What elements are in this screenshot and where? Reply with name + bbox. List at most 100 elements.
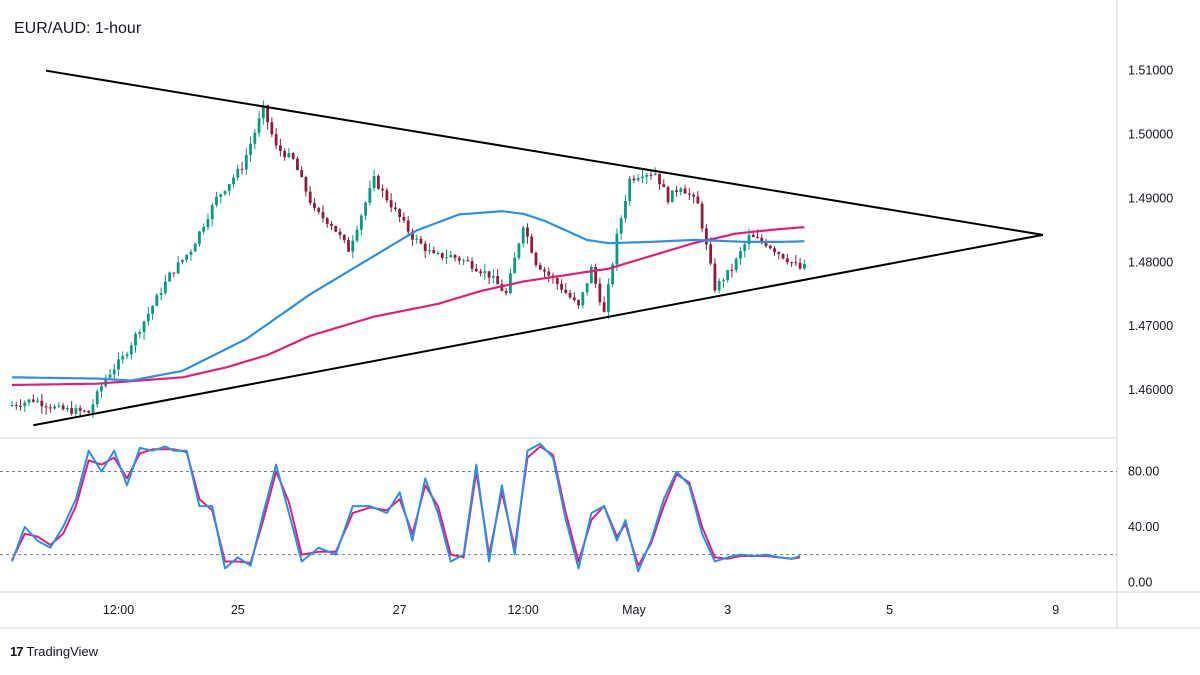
candle-body	[176, 262, 180, 274]
trendline-lower[interactable]	[33, 233, 1044, 427]
candle-body	[249, 143, 252, 156]
candle-body	[790, 262, 793, 264]
candle-body	[266, 105, 269, 123]
candle-body	[138, 332, 142, 334]
candle-body	[683, 188, 687, 194]
candle-body	[27, 399, 31, 403]
candle-body	[202, 226, 206, 232]
candle-body	[189, 251, 193, 255]
candle-body	[155, 295, 159, 307]
candle-body	[300, 170, 304, 178]
candle-body	[704, 228, 708, 245]
candle-body	[615, 233, 619, 265]
candle-body	[91, 404, 95, 413]
candle-body	[649, 174, 653, 176]
candle-body	[517, 243, 521, 258]
candle-body	[74, 408, 78, 414]
candle-body	[585, 283, 589, 293]
stochastic-k-line	[11, 442, 801, 573]
candle-body	[321, 211, 325, 219]
candle-body	[658, 173, 661, 185]
candle-body	[304, 177, 308, 192]
candle-body	[547, 271, 551, 276]
candle-body	[53, 406, 56, 409]
candle-body	[802, 263, 806, 269]
candle-body	[436, 252, 440, 254]
candle-body	[636, 178, 640, 181]
candle-body	[219, 194, 223, 197]
candle-body	[381, 188, 385, 191]
time-tick-label: 27	[393, 603, 407, 617]
candle-body	[521, 227, 525, 244]
candle-body	[470, 261, 474, 269]
candle-body	[287, 153, 291, 158]
candle-body	[619, 218, 623, 234]
candle-body	[61, 405, 65, 410]
candle-body	[36, 400, 39, 402]
trendline-upper[interactable]	[45, 69, 1044, 236]
ma-slow-line	[11, 226, 805, 387]
moving-averages	[11, 210, 805, 387]
candle-body	[611, 264, 615, 285]
time-axis: 12:00 25 27 12:00 May 3 5 9	[103, 603, 1059, 617]
candle-body	[283, 150, 287, 158]
candle-body	[325, 218, 329, 224]
candle-body	[70, 408, 74, 414]
triangle-trendlines	[33, 69, 1044, 427]
candle-body	[607, 284, 610, 312]
candle-body	[125, 354, 129, 357]
candle-body	[739, 251, 742, 259]
candle-body	[509, 273, 512, 294]
candle-body	[368, 188, 372, 203]
candle-body	[23, 402, 27, 407]
candle-body	[756, 236, 759, 238]
candle-body	[696, 196, 700, 204]
candle-body	[121, 356, 125, 360]
candle-body	[496, 276, 500, 285]
candle-body	[244, 155, 248, 170]
candle-body	[560, 283, 563, 290]
candle-body	[83, 410, 86, 412]
candle-body	[95, 391, 99, 405]
time-tick-label: 25	[231, 603, 245, 617]
candle-body	[108, 374, 112, 378]
candle-body	[317, 208, 321, 212]
candle-body	[193, 243, 197, 252]
candle-body	[798, 262, 802, 269]
candle-body	[538, 265, 542, 270]
candle-body	[40, 400, 44, 407]
candle-body	[198, 231, 201, 244]
candle-body	[100, 386, 103, 392]
candle-body	[500, 284, 504, 291]
candle-body	[662, 184, 666, 188]
candle-body	[534, 252, 538, 266]
time-tick-label: 12:00	[508, 603, 539, 617]
candle-body	[581, 292, 585, 306]
candle-body	[78, 408, 82, 411]
candle-body	[751, 234, 755, 237]
candle-body	[474, 268, 478, 272]
candle-body	[347, 240, 350, 252]
candle-body	[296, 158, 299, 171]
candle-body	[355, 229, 359, 241]
candle-body	[491, 276, 495, 278]
brand-text: TradingView	[26, 644, 99, 659]
candle-body	[747, 234, 751, 245]
candle-body	[65, 408, 69, 410]
candle-body	[483, 271, 487, 274]
candle-body	[628, 178, 632, 201]
candlestick-series	[10, 100, 806, 418]
candle-body	[168, 272, 172, 282]
candle-body	[146, 313, 150, 322]
candle-body	[163, 281, 167, 294]
stochastic-axis: 80.00 40.00 0.00	[0, 464, 1159, 589]
candle-body	[112, 369, 116, 375]
candle-body	[104, 377, 108, 387]
candle-body	[253, 132, 257, 144]
candle-body	[142, 321, 146, 333]
candle-body	[679, 188, 683, 193]
candle-body	[645, 174, 649, 177]
candle-body	[773, 248, 776, 253]
candle-body	[589, 266, 593, 284]
